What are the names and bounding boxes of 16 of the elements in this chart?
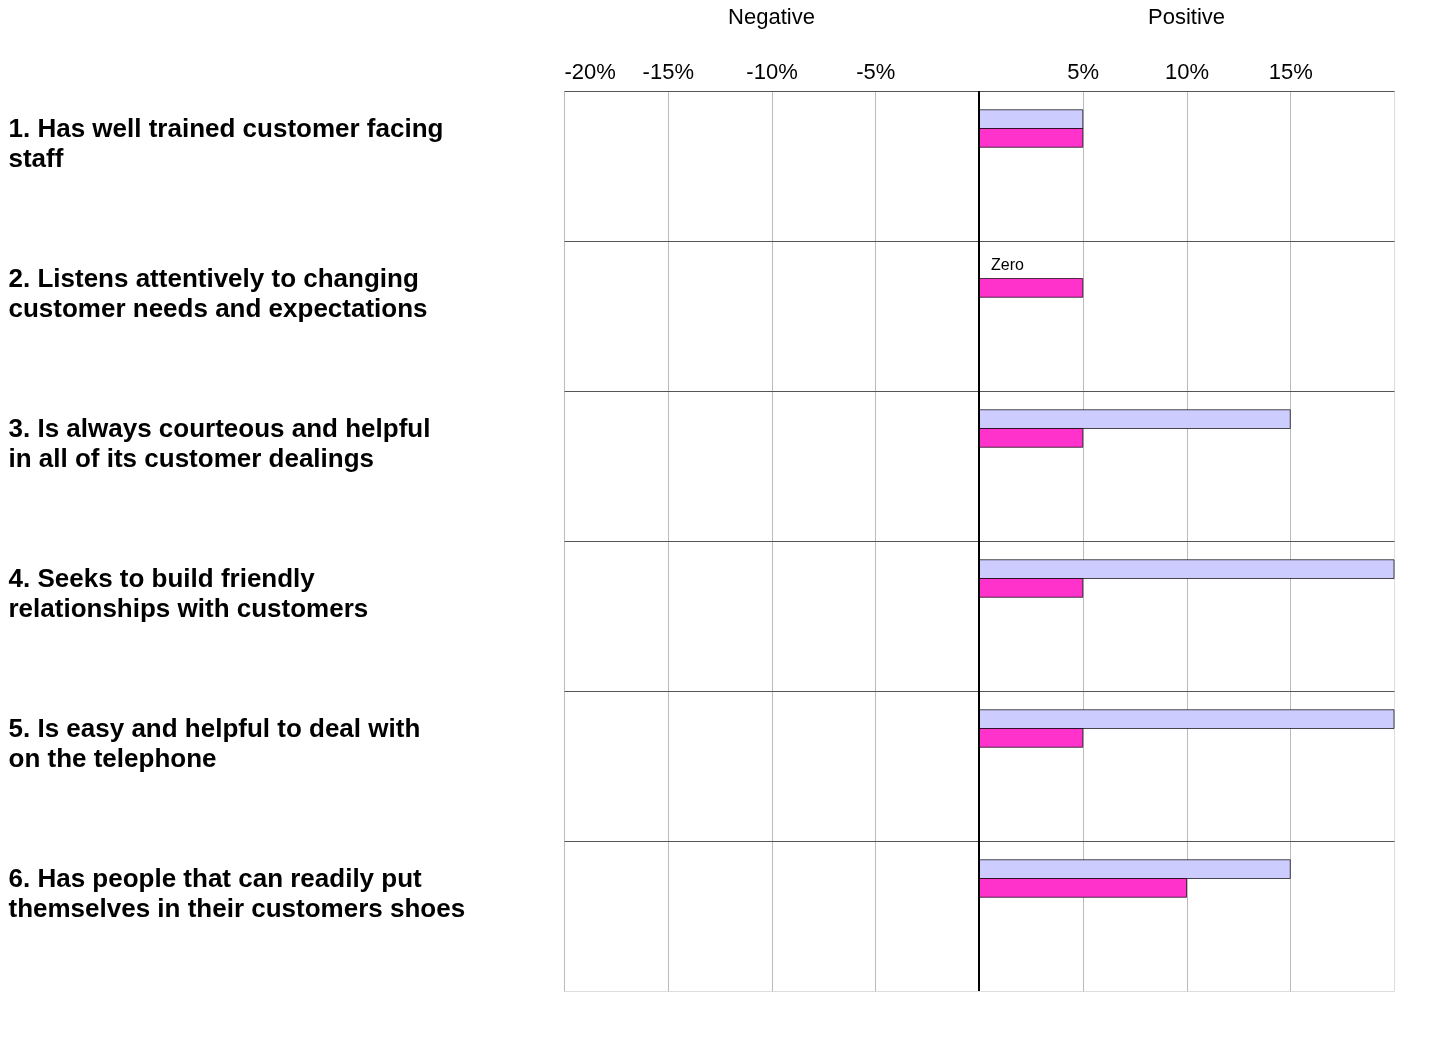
x-tick-label: -15% bbox=[642, 58, 694, 84]
x-tick-label: -10% bbox=[746, 58, 798, 84]
y-tick-label: 3. Is always courteous and helpful in all of its customer dealings bbox=[8, 413, 431, 473]
annotation: Zero bbox=[991, 256, 1024, 274]
y-tick-label: 5. Is easy and helpful to deal with on the telephone bbox=[8, 713, 421, 773]
y-tick-label: 6. Has people that can readily put themselves in their customers shoes bbox=[8, 863, 466, 923]
x-tick-label: 15% bbox=[1268, 58, 1313, 84]
x-tick-label: 5% bbox=[1067, 58, 1100, 84]
x-tick-label: -20% bbox=[564, 58, 616, 84]
text: Positive bbox=[1147, 4, 1226, 29]
x-tick-label: -5% bbox=[856, 58, 896, 84]
text: Negative bbox=[728, 4, 815, 29]
y-tick-label: 1. Has well trained customer facing staff bbox=[8, 113, 444, 173]
y-tick-label: 2. Listens attentively to changing customer needs and expectations bbox=[8, 263, 428, 323]
y-tick-label: 4. Seeks to build friendly relationships with customers bbox=[8, 563, 369, 623]
x-tick-label: 10% bbox=[1164, 58, 1210, 84]
